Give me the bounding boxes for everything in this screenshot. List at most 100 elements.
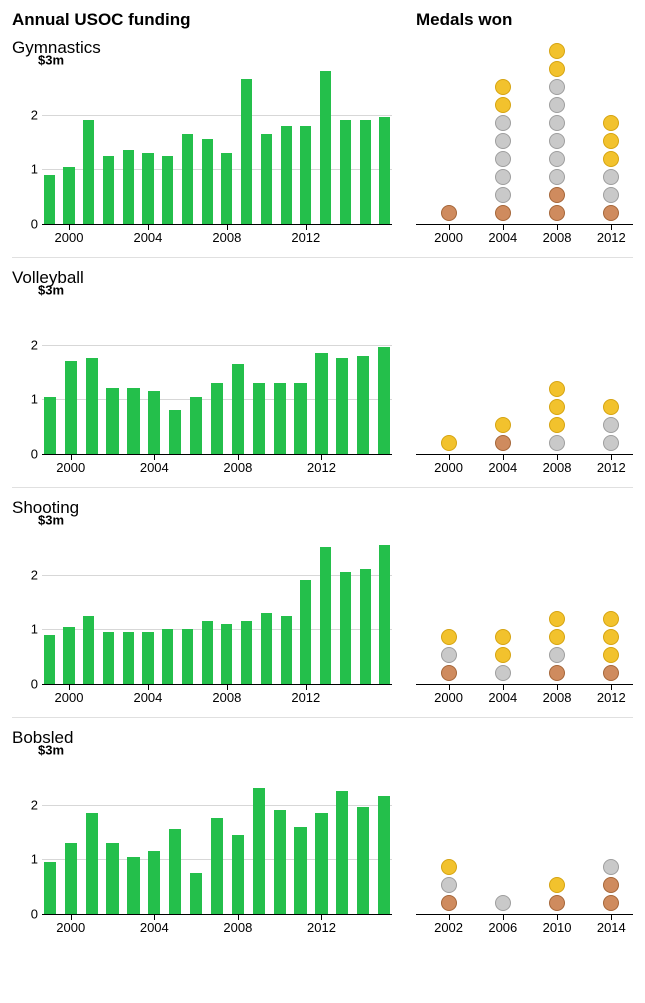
bar: [182, 629, 193, 684]
funding-bar-chart: 012$3m2000200420082012: [12, 60, 392, 243]
gold-medal-icon: [495, 79, 511, 95]
bar: [294, 827, 306, 914]
bar: [320, 547, 331, 684]
bar: [148, 851, 160, 914]
bronze-medal-icon: [549, 665, 565, 681]
sport-panel: Gymnastics012$3m2000200420082012 2000 2004…: [12, 34, 633, 258]
silver-medal-icon: [549, 169, 565, 185]
y-axis-label: 0: [12, 217, 38, 232]
bar: [63, 167, 74, 224]
bar: [65, 843, 77, 914]
bar: [142, 632, 153, 684]
bronze-medal-icon: [441, 895, 457, 911]
medal-column: [548, 611, 566, 681]
bar: [379, 117, 390, 224]
x-axis-label: 2000: [55, 230, 84, 245]
bronze-medal-icon: [441, 665, 457, 681]
bar: [357, 807, 369, 914]
funding-bar-chart: 012$3m2000200420082012: [12, 290, 392, 473]
medal-plot-area: [416, 750, 633, 915]
silver-medal-icon: [603, 417, 619, 433]
medal-column: [548, 381, 566, 451]
bar: [86, 358, 98, 454]
panel-row: 012$3m20002004200820122000200420082012: [12, 60, 633, 243]
bar: [241, 621, 252, 684]
gold-medal-icon: [549, 629, 565, 645]
bar: [300, 580, 311, 684]
bar-x-axis: 2000200420082012: [42, 915, 392, 933]
gold-medal-icon: [603, 151, 619, 167]
sport-panel: Shooting012$3m20002004200820122000200420…: [12, 494, 633, 718]
panel-row: 012$3m20002004200820122000200420082012: [12, 290, 633, 473]
silver-medal-icon: [495, 895, 511, 911]
x-axis-label: 2014: [597, 920, 626, 935]
silver-medal-icon: [549, 647, 565, 663]
medal-x-axis: 2000200420082012: [416, 455, 633, 473]
medals-chart: 2000200420082012: [416, 60, 633, 243]
sport-title: Shooting: [12, 498, 633, 518]
bar: [83, 120, 94, 224]
silver-medal-icon: [495, 115, 511, 131]
x-axis-label: 2004: [133, 230, 162, 245]
y-axis-label: 0: [12, 907, 38, 922]
gold-medal-icon: [495, 629, 511, 645]
bar-plot-area: 012$3m: [42, 60, 392, 225]
silver-medal-icon: [603, 187, 619, 203]
bar: [211, 818, 223, 914]
bar: [221, 624, 232, 684]
bar: [148, 391, 160, 454]
bar: [294, 383, 306, 454]
gold-medal-icon: [441, 859, 457, 875]
silver-medal-icon: [603, 169, 619, 185]
bronze-medal-icon: [549, 187, 565, 203]
medal-x-axis: 2000200420082012: [416, 685, 633, 703]
funding-bar-chart: 012$3m2000200420082012: [12, 750, 392, 933]
bar: [379, 545, 390, 684]
bar-x-axis: 2000200420082012: [42, 455, 392, 473]
sport-title: Gymnastics: [12, 38, 633, 58]
medal-column: [440, 859, 458, 911]
sport-title: Volleyball: [12, 268, 633, 288]
gold-medal-icon: [549, 417, 565, 433]
panel-row: 012$3m20002004200820122002200620102014: [12, 750, 633, 933]
header-funding: Annual USOC funding: [12, 10, 416, 30]
header-row: Annual USOC funding Medals won: [12, 10, 633, 30]
medal-column: [602, 859, 620, 911]
bronze-medal-icon: [495, 435, 511, 451]
bar: [232, 364, 244, 454]
x-axis-label: 2012: [307, 460, 336, 475]
bar: [320, 71, 331, 224]
silver-medal-icon: [549, 435, 565, 451]
bar: [336, 358, 348, 454]
x-axis-label: 2000: [56, 920, 85, 935]
silver-medal-icon: [549, 115, 565, 131]
medal-plot-area: [416, 60, 633, 225]
bar: [340, 120, 351, 224]
bronze-medal-icon: [603, 877, 619, 893]
bar: [221, 153, 232, 224]
bar: [169, 410, 181, 454]
bar: [281, 616, 292, 684]
x-axis-label: 2004: [140, 460, 169, 475]
medal-column: [440, 435, 458, 451]
bar: [300, 126, 311, 224]
bar: [162, 156, 173, 224]
x-axis-label: 2000: [55, 690, 84, 705]
bar: [261, 613, 272, 684]
bar: [202, 139, 213, 224]
bar: [103, 632, 114, 684]
panels-container: Gymnastics012$3m200020042008201220002004…: [12, 34, 633, 947]
gold-medal-icon: [549, 611, 565, 627]
bar: [253, 383, 265, 454]
bar: [190, 397, 202, 454]
bar: [63, 627, 74, 684]
medal-column: [548, 43, 566, 221]
bar: [44, 635, 55, 684]
bar: [340, 572, 351, 684]
bars-container: [42, 290, 392, 454]
panel-row: 012$3m20002004200820122000200420082012: [12, 520, 633, 703]
x-axis-label: 2010: [543, 920, 572, 935]
medal-plot-area: [416, 290, 633, 455]
bar: [360, 569, 371, 684]
medal-column: [494, 895, 512, 911]
